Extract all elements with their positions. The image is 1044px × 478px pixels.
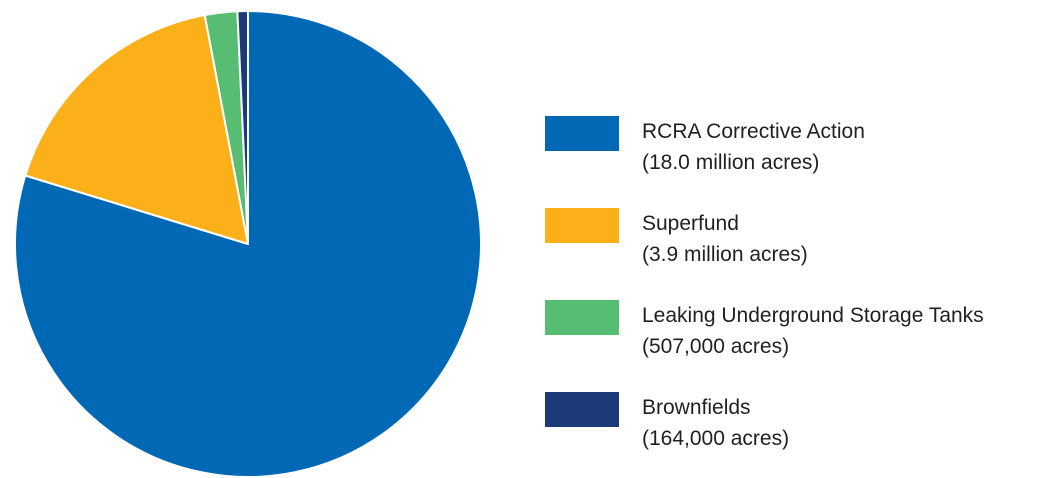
pie-slice-superfund [24,14,249,245]
legend-swatch-brownfields [545,392,619,427]
legend-item-superfund: Superfund (3.9 million acres) [545,200,1044,292]
legend-value-rcra: (18.0 million acres) [642,151,820,174]
legend-label-rcra: RCRA Corrective Action [642,120,865,143]
legend-text-brownfields: Brownfields (164,000 acres) [642,392,789,454]
pie-plot [14,10,482,478]
legend-item-rcra: RCRA Corrective Action (18.0 million acr… [545,108,1044,200]
legend-value-superfund: (3.9 million acres) [642,243,808,266]
legend-value-brownfields: (164,000 acres) [642,427,790,450]
legend-label-lust: Leaking Underground Storage Tanks [642,304,984,327]
legend-text-lust: Leaking Underground Storage Tanks (507,0… [642,300,984,362]
legend-value-lust: (507,000 acres) [642,335,790,358]
legend-label-brownfields: Brownfields [642,396,751,419]
legend-item-lust: Leaking Underground Storage Tanks (507,0… [545,292,1044,384]
legend-item-brownfields: Brownfields (164,000 acres) [545,384,1044,476]
legend: RCRA Corrective Action (18.0 million acr… [545,108,1044,476]
legend-label-superfund: Superfund [642,212,739,235]
legend-text-rcra: RCRA Corrective Action (18.0 million acr… [642,116,865,178]
pie-slice-brownfields [236,10,249,245]
legend-swatch-lust [545,300,619,335]
legend-swatch-rcra [545,116,619,151]
legend-text-superfund: Superfund (3.9 million acres) [642,208,808,270]
legend-swatch-superfund [545,208,619,243]
